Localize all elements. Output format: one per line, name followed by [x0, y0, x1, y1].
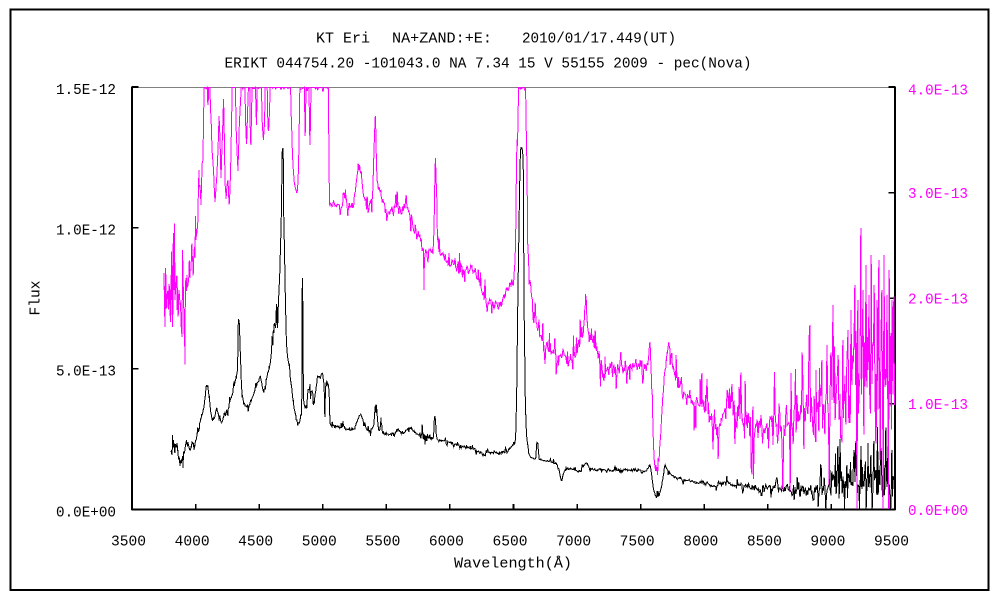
- svg-text:4000: 4000: [175, 533, 210, 550]
- svg-text:NA+ZAND:+E:: NA+ZAND:+E:: [392, 30, 492, 47]
- svg-text:8000: 8000: [683, 533, 718, 550]
- svg-text:0.0E+00: 0.0E+00: [908, 503, 968, 520]
- svg-text:3500: 3500: [111, 533, 146, 550]
- svg-text:1.5E-12: 1.5E-12: [56, 82, 116, 99]
- svg-text:6000: 6000: [429, 533, 464, 550]
- svg-text:5500: 5500: [365, 533, 400, 550]
- svg-text:5000: 5000: [302, 533, 337, 550]
- svg-text:6500: 6500: [493, 533, 528, 550]
- svg-text:Flux: Flux: [27, 281, 44, 316]
- svg-text:2010/01/17.449(UT): 2010/01/17.449(UT): [522, 30, 676, 47]
- svg-text:4.0E-13: 4.0E-13: [908, 82, 968, 99]
- svg-text:1.0E-12: 1.0E-12: [56, 223, 116, 240]
- svg-text:ERIKT 044754.20 -101043.0 NA 7: ERIKT 044754.20 -101043.0 NA 7.34 15 V 5…: [225, 55, 752, 72]
- svg-text:5.0E-13: 5.0E-13: [56, 363, 116, 380]
- svg-text:7000: 7000: [556, 533, 591, 550]
- svg-text:4500: 4500: [238, 533, 273, 550]
- svg-text:Wavelength(Å): Wavelength(Å): [454, 555, 572, 572]
- svg-text:8500: 8500: [747, 533, 782, 550]
- svg-text:0.0E+00: 0.0E+00: [56, 504, 116, 521]
- svg-text:KT Eri: KT Eri: [316, 30, 370, 47]
- svg-text:1.0E-13: 1.0E-13: [908, 397, 968, 414]
- svg-text:9500: 9500: [874, 533, 909, 550]
- svg-text:3.0E-13: 3.0E-13: [908, 186, 968, 203]
- svg-text:2.0E-13: 2.0E-13: [908, 292, 968, 309]
- svg-text:9000: 9000: [810, 533, 845, 550]
- svg-text:7500: 7500: [620, 533, 655, 550]
